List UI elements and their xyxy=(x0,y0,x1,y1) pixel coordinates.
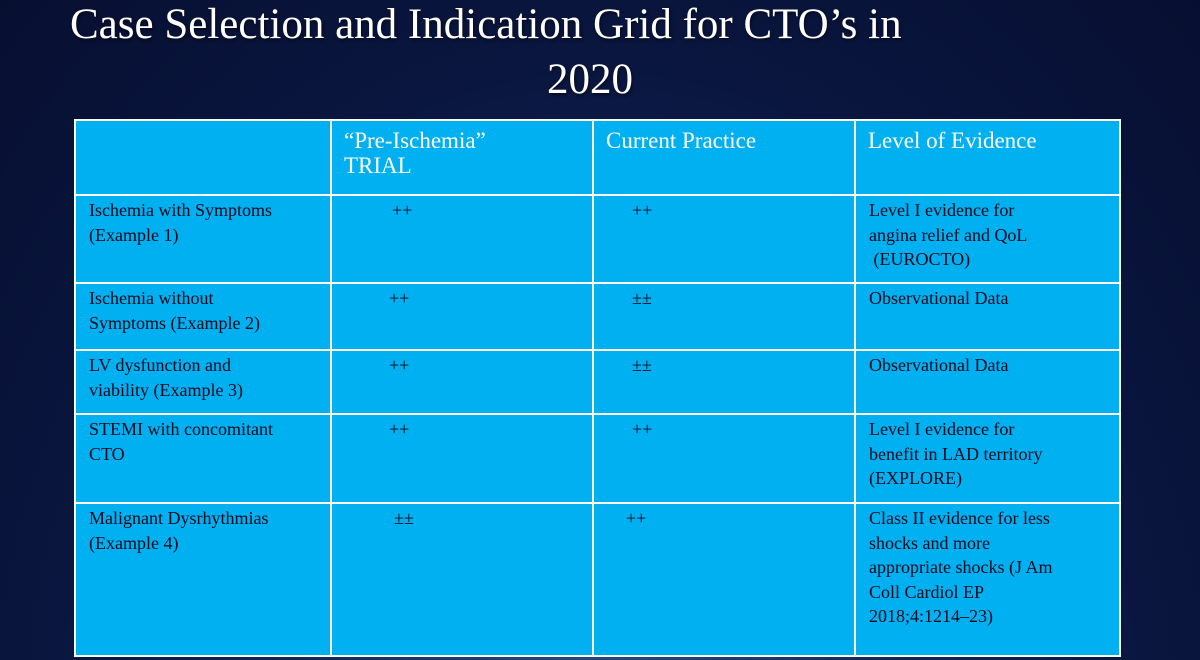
table-header-row: “Pre-Ischemia” TRIAL Current Practice Le… xyxy=(74,119,1121,196)
pre-ischemia-cell: ++ xyxy=(330,413,594,504)
current-practice-cell: ±± xyxy=(592,349,856,415)
table-row: LV dysfunction and viability (Example 3)… xyxy=(74,349,1121,415)
evidence-line-1: Observational Data xyxy=(869,355,1009,375)
pre-ischemia-cell: ++ xyxy=(330,282,594,351)
slide-title: Case Selection and Indication Grid for C… xyxy=(0,0,1200,110)
indication-line-2: (Example 1) xyxy=(89,224,179,245)
evidence-cell: Level I evidence for benefit in LAD terr… xyxy=(854,413,1121,504)
table-row: Malignant Dysrhythmias (Example 4) ±± ++… xyxy=(74,502,1121,657)
evidence-line-2: angina relief and QoL xyxy=(869,224,1028,245)
table-row: Ischemia with Symptoms (Example 1) ++ ++… xyxy=(74,194,1121,284)
evidence-line-1: Level I evidence for xyxy=(869,419,1015,439)
indication-line-2: CTO xyxy=(89,443,125,464)
header-indication xyxy=(74,119,332,196)
indication-line-1: LV dysfunction and xyxy=(89,355,231,375)
evidence-line-2: shocks and more xyxy=(869,532,990,553)
indication-grid-table: “Pre-Ischemia” TRIAL Current Practice Le… xyxy=(74,119,1121,657)
pre-ischemia-value: ±± xyxy=(394,508,414,528)
pre-ischemia-value: ++ xyxy=(392,200,413,220)
pre-ischemia-value: ++ xyxy=(389,288,410,308)
current-practice-cell: ++ xyxy=(592,413,856,504)
evidence-line-1: Observational Data xyxy=(869,288,1009,308)
table-row: Ischemia without Symptoms (Example 2) ++… xyxy=(74,282,1121,351)
pre-ischemia-value: ++ xyxy=(389,419,410,439)
current-practice-cell: ++ xyxy=(592,502,856,657)
evidence-line-2: benefit in LAD territory xyxy=(869,443,1043,464)
indication-cell: Ischemia with Symptoms (Example 1) xyxy=(74,194,332,284)
header-current-practice: Current Practice xyxy=(592,119,856,196)
current-practice-value: ±± xyxy=(632,355,652,375)
current-practice-cell: ++ xyxy=(592,194,856,284)
header-level-of-evidence: Level of Evidence xyxy=(854,119,1121,196)
header-pre-ischemia-trial: “Pre-Ischemia” TRIAL xyxy=(330,119,594,196)
current-practice-value: ++ xyxy=(626,508,647,528)
current-practice-value: ++ xyxy=(632,200,653,220)
indication-line-2: (Example 4) xyxy=(89,532,179,553)
indication-line-1: Malignant Dysrhythmias xyxy=(89,508,269,528)
indication-line-2: Symptoms (Example 2) xyxy=(89,312,260,333)
evidence-line-3: (EXPLORE) xyxy=(869,468,962,488)
evidence-cell: Observational Data xyxy=(854,282,1121,351)
pre-ischemia-value: ++ xyxy=(389,355,410,375)
header-pre-ischemia-line-2: TRIAL xyxy=(344,153,412,178)
evidence-line-1: Level I evidence for xyxy=(869,200,1015,220)
evidence-cell: Observational Data xyxy=(854,349,1121,415)
pre-ischemia-cell: ±± xyxy=(330,502,594,657)
slide-title-line-1: Case Selection and Indication Grid for C… xyxy=(70,1,902,48)
indication-cell: Malignant Dysrhythmias (Example 4) xyxy=(74,502,332,657)
indication-cell: Ischemia without Symptoms (Example 2) xyxy=(74,282,332,351)
indication-line-1: STEMI with concomitant xyxy=(89,419,273,439)
current-practice-value: ++ xyxy=(632,419,653,439)
table-row: STEMI with concomitant CTO ++ ++ Level I… xyxy=(74,413,1121,504)
current-practice-value: ±± xyxy=(632,288,652,308)
evidence-cell: Class II evidence for less shocks and mo… xyxy=(854,502,1121,657)
indication-cell: LV dysfunction and viability (Example 3) xyxy=(74,349,332,415)
evidence-line-3: appropriate shocks (J Am xyxy=(869,557,1053,577)
indication-line-1: Ischemia without xyxy=(89,288,214,308)
evidence-line-5: 2018;4:1214–23) xyxy=(869,606,993,626)
slide-title-line-2: 2020 xyxy=(547,56,633,103)
current-practice-cell: ±± xyxy=(592,282,856,351)
pre-ischemia-cell: ++ xyxy=(330,194,594,284)
indication-cell: STEMI with concomitant CTO xyxy=(74,413,332,504)
header-pre-ischemia-line-1: “Pre-Ischemia” xyxy=(344,128,486,153)
evidence-line-4: Coll Cardiol EP xyxy=(869,581,985,602)
pre-ischemia-cell: ++ xyxy=(330,349,594,415)
evidence-line-3: (EUROCTO) xyxy=(869,249,971,269)
evidence-line-1: Class II evidence for less xyxy=(869,508,1050,528)
indication-line-1: Ischemia with Symptoms xyxy=(89,200,272,220)
evidence-cell: Level I evidence for angina relief and Q… xyxy=(854,194,1121,284)
indication-line-2: viability (Example 3) xyxy=(89,379,243,400)
